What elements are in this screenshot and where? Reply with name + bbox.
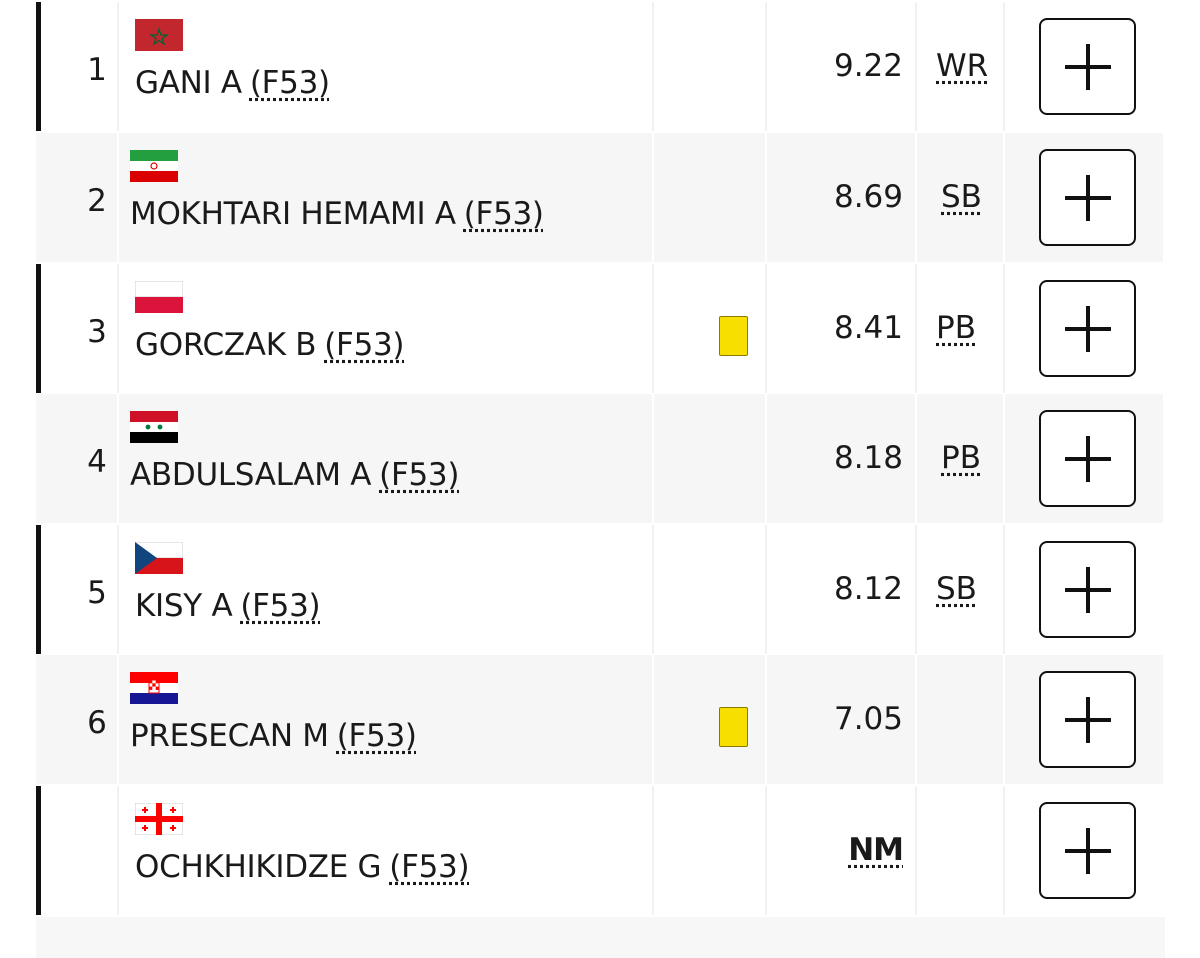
result: 9.22 bbox=[833, 48, 903, 84]
column-divider bbox=[117, 2, 119, 131]
column-divider bbox=[1003, 786, 1005, 915]
expand-button[interactable] bbox=[1039, 280, 1136, 377]
expand-button[interactable] bbox=[1039, 410, 1136, 507]
column-divider bbox=[765, 525, 767, 654]
flag bbox=[130, 672, 178, 704]
athlete-name: KISY A (F53) bbox=[135, 588, 321, 624]
column-divider bbox=[915, 394, 917, 523]
plus-icon bbox=[1065, 175, 1111, 221]
column-divider bbox=[117, 525, 119, 654]
column-divider bbox=[117, 655, 119, 784]
plus-icon bbox=[1065, 306, 1111, 352]
plus-icon bbox=[1065, 44, 1111, 90]
column-divider bbox=[652, 525, 654, 654]
plus-icon bbox=[1065, 697, 1111, 743]
athlete-name: OCHKHIKIDZE G (F53) bbox=[135, 849, 470, 885]
column-divider bbox=[652, 133, 654, 262]
flag bbox=[130, 411, 178, 443]
result-row: 3 GORCZAK B (F53) 8.41 PB bbox=[36, 264, 1163, 393]
column-divider bbox=[765, 786, 767, 915]
record: PB bbox=[941, 440, 981, 476]
column-divider bbox=[915, 525, 917, 654]
result: 7.05 bbox=[833, 701, 903, 737]
plus-icon bbox=[1065, 436, 1111, 482]
column-divider bbox=[652, 655, 654, 784]
column-divider bbox=[915, 264, 917, 393]
record: WR bbox=[936, 48, 989, 84]
column-divider bbox=[1003, 394, 1005, 523]
athlete-name: PRESECAN M (F53) bbox=[130, 718, 417, 754]
column-divider bbox=[915, 655, 917, 784]
column-divider bbox=[1003, 525, 1005, 654]
result: 8.69 bbox=[833, 179, 903, 215]
athlete-name: GORCZAK B (F53) bbox=[135, 327, 405, 363]
column-divider bbox=[1003, 264, 1005, 393]
rank: 2 bbox=[87, 183, 107, 219]
expand-button[interactable] bbox=[1039, 149, 1136, 246]
result-row: OCHKHIKIDZE G (F53) NM bbox=[36, 786, 1163, 915]
record: SB bbox=[941, 179, 982, 215]
column-divider bbox=[652, 786, 654, 915]
column-divider bbox=[652, 394, 654, 523]
column-divider bbox=[1003, 2, 1005, 131]
flag bbox=[130, 150, 178, 182]
result-row: 4 ABDULSALAM A (F53) 8.18 PB bbox=[36, 394, 1163, 523]
result: 8.41 bbox=[833, 310, 903, 346]
flag bbox=[135, 803, 183, 835]
record: SB bbox=[936, 571, 977, 607]
flag bbox=[135, 19, 183, 51]
rank: 3 bbox=[87, 314, 107, 350]
rank: 6 bbox=[87, 705, 107, 741]
yellow-card bbox=[719, 316, 748, 356]
column-divider bbox=[117, 786, 119, 915]
column-divider bbox=[765, 394, 767, 523]
record: PB bbox=[936, 310, 976, 346]
column-divider bbox=[117, 264, 119, 393]
column-divider bbox=[915, 2, 917, 131]
column-divider bbox=[765, 655, 767, 784]
column-divider bbox=[765, 133, 767, 262]
athlete-name: ABDULSALAM A (F53) bbox=[130, 457, 460, 493]
footer-area bbox=[36, 917, 1165, 958]
expand-button[interactable] bbox=[1039, 18, 1136, 115]
flag bbox=[135, 281, 183, 313]
column-divider bbox=[117, 394, 119, 523]
result-row: 1 GANI A (F53) 9.22 WR bbox=[36, 2, 1163, 131]
rank: 1 bbox=[87, 52, 107, 88]
flag bbox=[135, 542, 183, 574]
result-row: 6 PRESECAN M (F53) 7.05 bbox=[36, 655, 1163, 784]
expand-button[interactable] bbox=[1039, 671, 1136, 768]
result-row: 2 MOKHTARI HEMAMI A (F53) 8.69 SB bbox=[36, 133, 1163, 262]
expand-button[interactable] bbox=[1039, 541, 1136, 638]
result-row: 5 KISY A (F53) 8.12 SB bbox=[36, 525, 1163, 654]
rank: 5 bbox=[87, 575, 107, 611]
column-divider bbox=[652, 2, 654, 131]
expand-button[interactable] bbox=[1039, 802, 1136, 899]
rank: 4 bbox=[87, 444, 107, 480]
column-divider bbox=[765, 264, 767, 393]
column-divider bbox=[915, 786, 917, 915]
plus-icon bbox=[1065, 828, 1111, 874]
yellow-card bbox=[719, 707, 748, 747]
athlete-name: MOKHTARI HEMAMI A (F53) bbox=[130, 196, 544, 232]
column-divider bbox=[1003, 133, 1005, 262]
result: 8.12 bbox=[833, 571, 903, 607]
athlete-name: GANI A (F53) bbox=[135, 65, 330, 101]
column-divider bbox=[765, 2, 767, 131]
column-divider bbox=[652, 264, 654, 393]
column-divider bbox=[117, 133, 119, 262]
result: 8.18 bbox=[833, 440, 903, 476]
result: NM bbox=[848, 832, 904, 868]
column-divider bbox=[915, 133, 917, 262]
plus-icon bbox=[1065, 567, 1111, 613]
column-divider bbox=[1003, 655, 1005, 784]
